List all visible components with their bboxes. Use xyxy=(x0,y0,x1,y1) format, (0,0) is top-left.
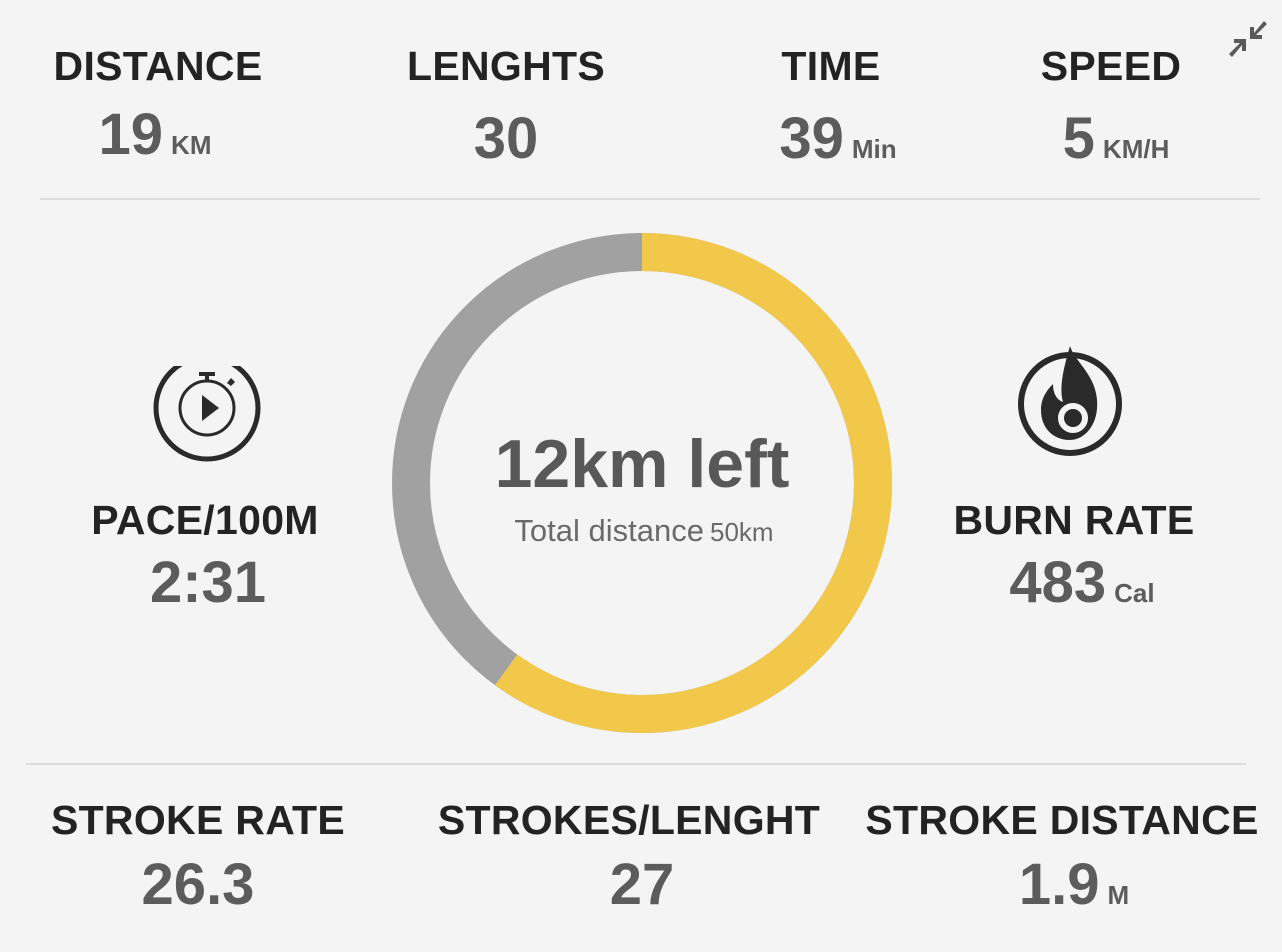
stat-distance-label: DISTANCE xyxy=(53,43,263,89)
stat-time-number: 39 xyxy=(779,106,844,171)
collapse-button[interactable] xyxy=(1226,17,1270,61)
strokes-per-length-number: 27 xyxy=(609,852,675,917)
burn-value: 483 Cal xyxy=(1009,554,1154,612)
progress-completed-arc xyxy=(392,233,892,733)
stroke-distance-label: STROKE DISTANCE xyxy=(865,797,1259,843)
progress-ring xyxy=(392,233,892,733)
stat-speed-value: 5 KM/H xyxy=(1063,110,1170,168)
burn-number: 483 xyxy=(1009,550,1107,615)
stat-lengths-label: LENGHTS xyxy=(407,43,605,89)
collapse-icon xyxy=(1229,21,1267,57)
stat-time-label: TIME xyxy=(781,43,881,89)
stat-distance-number: 19 xyxy=(98,102,164,167)
stroke-distance-value: 1.9 M xyxy=(1019,856,1129,914)
top-divider xyxy=(40,198,1260,200)
pace-label: PACE/100M xyxy=(91,497,319,543)
stat-speed-number: 5 xyxy=(1062,106,1095,171)
total-distance-value: 50km xyxy=(709,517,774,547)
stopwatch-icon xyxy=(151,354,263,462)
pace-number: 2:31 xyxy=(149,550,267,615)
strokes-per-length-label: STROKES/LENGHT xyxy=(437,797,821,843)
stat-lengths-number: 30 xyxy=(473,106,539,171)
stroke-rate-value: 26.3 xyxy=(142,856,255,914)
strokes-per-length-value: 27 xyxy=(610,856,675,914)
stat-lengths-value: 30 xyxy=(474,110,539,168)
total-distance-text: Total distance xyxy=(514,513,704,548)
stat-time-unit: Min xyxy=(851,134,897,164)
burn-label: BURN RATE xyxy=(953,497,1195,543)
pace-value: 2:31 xyxy=(150,554,266,612)
stroke-rate-number: 26.3 xyxy=(141,852,255,917)
distance-left-label: 12km left xyxy=(494,426,790,502)
stat-speed-label: SPEED xyxy=(1040,43,1182,89)
bottom-divider xyxy=(26,763,1246,765)
stat-distance-value: 19 KM xyxy=(99,106,212,164)
stat-distance-unit: KM xyxy=(171,130,212,160)
stroke-distance-number: 1.9 xyxy=(1018,852,1100,917)
flame-icon xyxy=(1015,344,1125,460)
stroke-rate-label: STROKE RATE xyxy=(50,797,346,843)
total-distance-label: Total distance 50km xyxy=(514,515,773,546)
stat-speed-unit: KM/H xyxy=(1102,134,1170,164)
burn-unit: Cal xyxy=(1114,578,1155,608)
stat-time-value: 39 Min xyxy=(779,110,896,168)
stroke-distance-unit: M xyxy=(1107,880,1130,910)
